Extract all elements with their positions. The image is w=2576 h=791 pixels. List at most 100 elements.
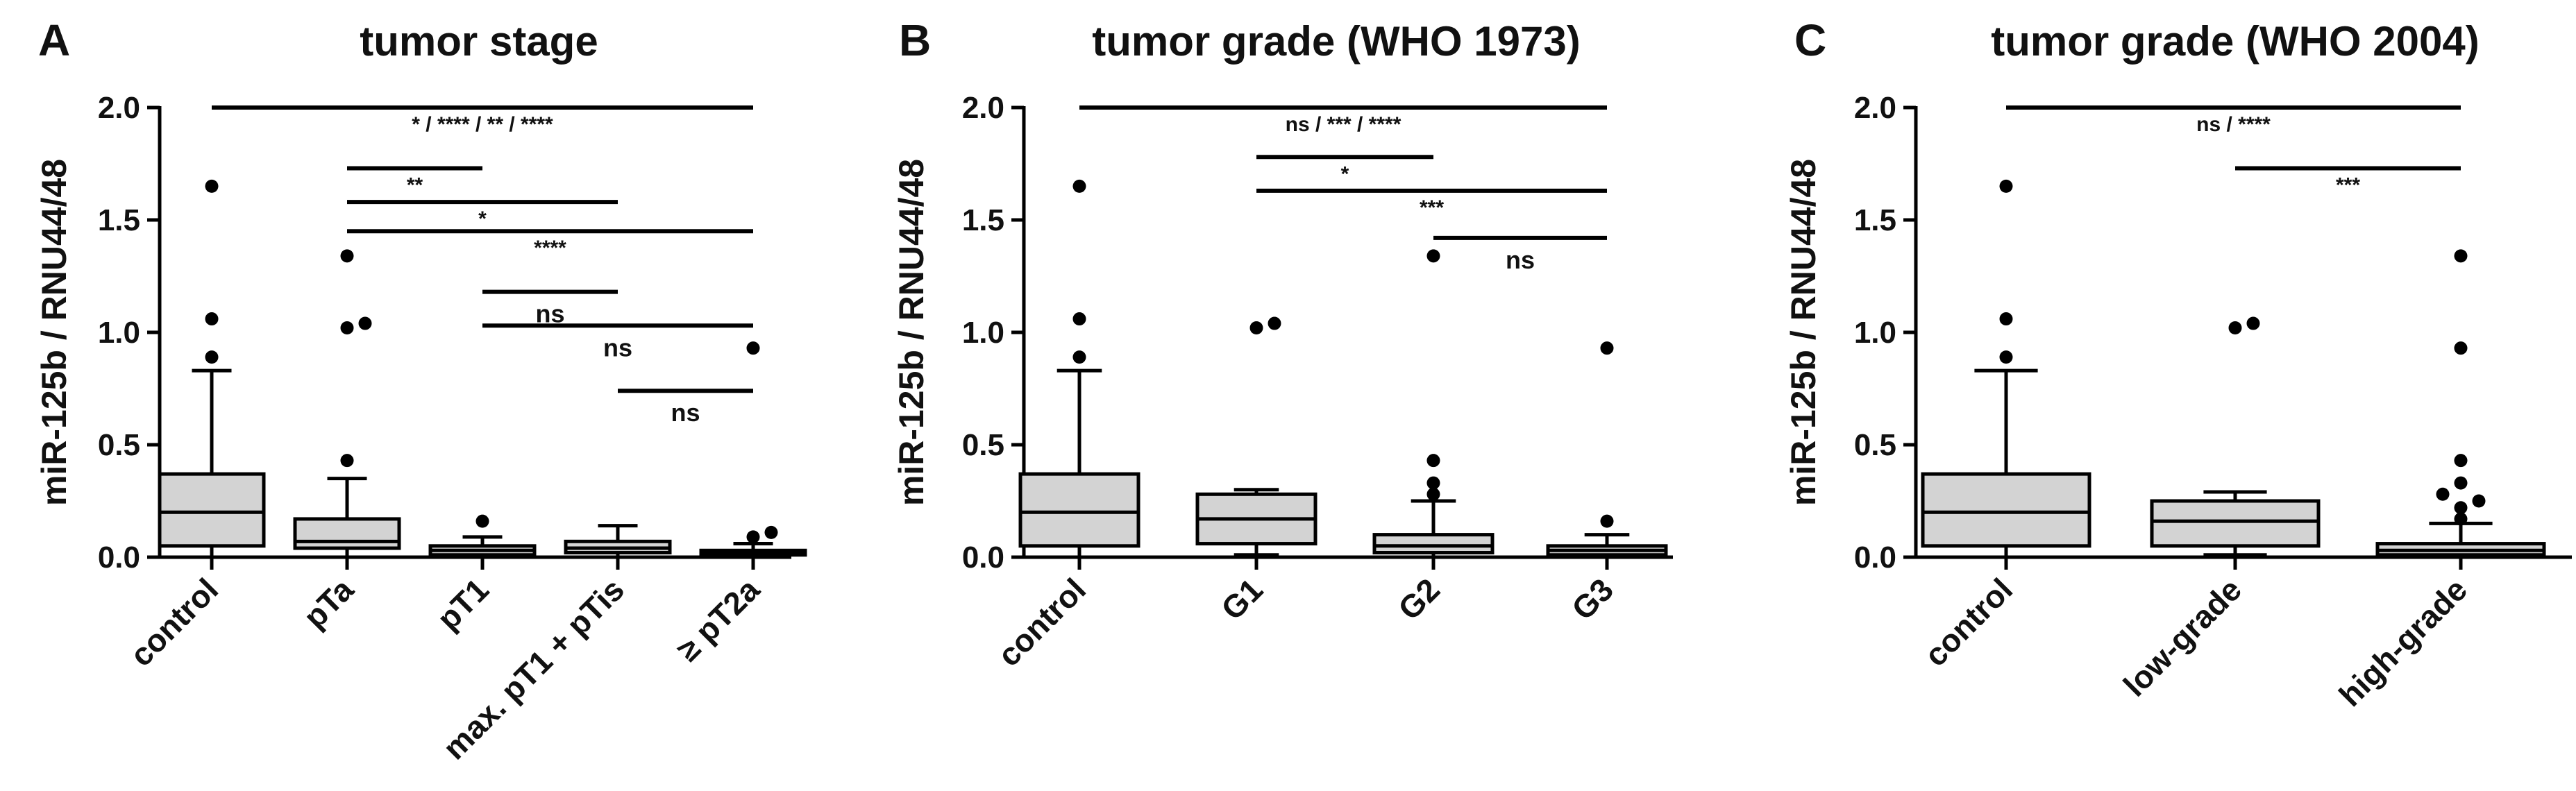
y-tick-label: 1.0 (1854, 316, 1896, 350)
x-tick-label: high-grade (2332, 571, 2474, 713)
outlier-point (1072, 312, 1086, 326)
iqr-box (1372, 533, 1495, 555)
outlier-point (1072, 350, 1086, 364)
y-tick-label: 0.5 (1854, 428, 1896, 462)
outlier-point (2454, 476, 2468, 490)
x-tick-label: control (1917, 571, 2019, 673)
significance-label: ** (407, 173, 423, 196)
outlier-point (1426, 476, 1440, 490)
significance-label: **** (534, 237, 566, 260)
outlier-point (1999, 312, 2013, 326)
outlier-point (2454, 512, 2468, 526)
iqr-box (1921, 472, 2091, 548)
outlier-point (2454, 341, 2468, 355)
y-tick-label: 0.0 (1854, 541, 1896, 575)
panel-letter: B (899, 15, 931, 65)
y-tick-label: 2.0 (1854, 91, 1896, 125)
y-tick-label: 0.0 (98, 541, 140, 575)
significance-label: * (478, 207, 487, 230)
y-tick-label: 1.0 (98, 316, 140, 350)
x-tick-label: pTa (296, 571, 360, 635)
significance-label: ns (535, 300, 564, 328)
box-G2 (1372, 249, 1495, 559)
box-low-grade (2150, 316, 2321, 557)
outlier-point (2454, 501, 2468, 515)
outlier-point (2246, 316, 2260, 330)
outlier-point (205, 350, 219, 364)
outlier-point (1426, 454, 1440, 468)
significance-label: ns / *** / **** (1286, 113, 1401, 136)
x-tick-label: G3 (1565, 571, 1620, 627)
x-tick-label: control (123, 571, 225, 673)
outlier-point (2454, 249, 2468, 263)
outlier-point (1600, 341, 1614, 355)
x-tick-label: G2 (1391, 571, 1447, 627)
outlier-point (1072, 179, 1086, 193)
outlier-point (1426, 249, 1440, 263)
outlier-point (2472, 494, 2486, 508)
y-axis-label: miR-125b / RNU44/48 (892, 159, 931, 506)
outlier-point (1268, 316, 1281, 330)
chart-title: tumor stage (360, 18, 598, 65)
outlier-point (1600, 514, 1614, 528)
box-control (1921, 179, 2091, 559)
y-tick-label: 2.0 (962, 91, 1004, 125)
y-tick-label: 1.5 (1854, 203, 1896, 237)
significance-label: ns (603, 333, 632, 362)
significance-label: * / **** / ** / **** (412, 113, 553, 136)
outlier-point (1426, 487, 1440, 501)
outlier-point (2454, 454, 2468, 468)
outlier-point (340, 454, 354, 468)
x-tick-label: pT1 (430, 571, 496, 637)
outlier-point (1999, 179, 2013, 193)
outlier-point (205, 179, 219, 193)
x-tick-label: ≥ pT2a (669, 571, 766, 668)
box-G1 (1195, 316, 1318, 557)
outlier-point (764, 525, 778, 539)
panel-letter: A (38, 15, 70, 65)
outlier-point (746, 341, 760, 355)
box-pT1 (428, 514, 537, 559)
outlier-point (1999, 350, 2013, 364)
box-≥ pT2a (699, 341, 807, 559)
iqr-box (293, 517, 401, 550)
y-tick-label: 1.0 (962, 316, 1004, 350)
outlier-point (358, 316, 372, 330)
outlier-point (1249, 321, 1263, 335)
x-tick-label: low-grade (2116, 571, 2248, 703)
y-tick-label: 0.5 (962, 428, 1004, 462)
iqr-box (2150, 499, 2321, 548)
iqr-box (1018, 472, 1140, 548)
box-G3 (1546, 341, 1668, 559)
y-tick-label: 0.5 (98, 428, 140, 462)
y-tick-label: 0.0 (962, 541, 1004, 575)
y-tick-label: 1.5 (962, 203, 1004, 237)
chart-title: tumor grade (WHO 1973) (1092, 18, 1580, 65)
y-axis-label: miR-125b / RNU44/48 (1784, 159, 1823, 506)
box-control (158, 179, 266, 559)
significance-label: ns (1506, 246, 1535, 274)
significance-label: ns / **** (2196, 113, 2271, 136)
iqr-box (158, 472, 266, 548)
box-high-grade (2375, 249, 2546, 559)
box-control (1018, 179, 1140, 559)
outlier-point (746, 530, 760, 544)
y-tick-label: 2.0 (98, 91, 140, 125)
significance-label: *** (2336, 173, 2360, 196)
chart-title: tumor grade (WHO 2004) (1991, 18, 2479, 65)
x-tick-label: G1 (1214, 571, 1270, 627)
outlier-point (205, 312, 219, 326)
panel-letter: C (1794, 15, 1826, 65)
outlier-point (340, 321, 354, 335)
significance-label: * (1341, 162, 1349, 185)
box-max. pT1 + pTis (564, 524, 672, 559)
x-tick-label: control (991, 571, 1093, 673)
significance-label: ns (671, 398, 700, 427)
outlier-point (2228, 321, 2242, 335)
box-pTa (293, 249, 401, 559)
y-axis-label: miR-125b / RNU44/48 (35, 159, 74, 506)
